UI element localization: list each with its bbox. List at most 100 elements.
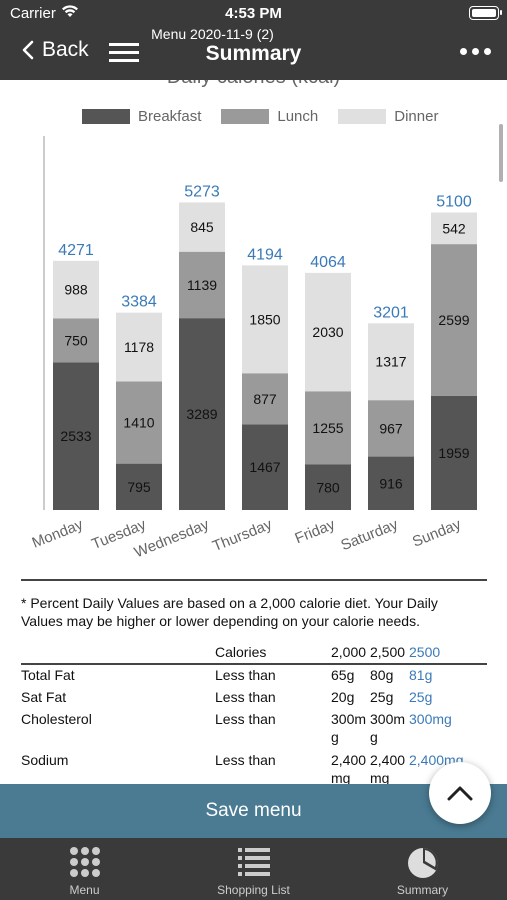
table-cell-label: Sodium [21,752,69,768]
chevron-left-icon [22,40,34,60]
bar-value-label: 2599 [438,312,469,328]
bar-value-label: 1139 [187,277,217,293]
page-title: Summary [205,42,302,65]
x-tick-label: Sunday [410,516,464,551]
navigation-bar: Back Menu 2020-11-9 (2) Summary [0,26,507,80]
bar-segment-dinner[interactable] [305,272,351,392]
bar-segment-breakfast[interactable] [53,362,99,510]
bar-segment-dinner[interactable] [179,202,225,252]
footnote: * Percent Daily Values are based on a 2,… [21,595,438,629]
save-menu-button[interactable]: Save menu [0,784,507,838]
legend-item-dinner: Dinner [338,108,438,125]
table-cell-limit: Calories [215,644,267,660]
wifi-icon [62,5,78,17]
vertical-scrollbar[interactable] [499,124,503,182]
bar-segment-breakfast[interactable] [242,424,288,510]
battery-icon [469,6,502,20]
bar-value-label: 2533 [60,428,91,444]
table-cell-v2000: 2,000 [331,644,367,660]
bar-segment-lunch[interactable] [431,244,477,396]
legend-item-breakfast: Breakfast [82,108,201,125]
table-cell-limit: Less than [215,711,276,727]
divider [21,663,487,665]
grid-icon [70,847,100,877]
bar-total-label: 4064 [310,254,346,271]
table-cell-mine: 2500 [409,644,441,660]
bar-value-label: 795 [127,479,151,495]
bar-value-label: 1410 [123,415,154,431]
table-cell-label: Total Fat [21,667,75,683]
bar-segment-lunch[interactable] [53,318,99,363]
x-tick-label: Monday [30,516,86,552]
status-time: 4:53 PM [225,5,282,22]
table-cell-v2000: 2,400 mg [331,752,367,784]
bar-segment-dinner[interactable] [116,312,162,382]
bar-value-label: 1255 [312,420,343,436]
bar-segment-breakfast[interactable] [179,318,225,510]
x-tick-label: Friday [292,516,337,548]
bar-segment-breakfast[interactable] [116,463,162,510]
bar-value-label: 1850 [249,311,280,327]
bar-segment-breakfast[interactable] [305,464,351,511]
bar-total-label: 3201 [373,304,409,321]
table-cell-v2500: 2,500 [370,644,406,660]
bar-total-label: 4271 [58,242,94,259]
table-cell-label: Sat Fat [21,689,67,705]
bar-segment-lunch[interactable] [305,391,351,465]
bar-value-label: 1959 [438,445,469,461]
table-cell-limit: Less than [215,667,276,683]
back-button[interactable]: Back [22,38,89,62]
tab-label: Summary [396,883,449,897]
table-cell-v2000: 300m g [331,711,367,745]
table-cell-mine: 25g [409,689,433,705]
bar-value-label: 1317 [375,354,406,370]
x-tick-label: Thursday [210,516,275,555]
tab-summary[interactable]: Summary [338,838,507,900]
tab-label: Shopping List [217,883,290,897]
bar-segment-lunch[interactable] [242,373,288,425]
bar-segment-lunch[interactable] [179,251,225,319]
bar-value-label: 1178 [124,339,154,355]
bar-value-label: 988 [64,282,88,298]
bar-segment-lunch[interactable] [368,400,414,457]
tab-shopping-list[interactable]: Shopping List [169,838,338,900]
tab-menu[interactable]: Menu [0,838,169,900]
summary-content[interactable]: Daily calories (kcal) Breakfast Lunch Di… [0,80,507,784]
bar-segment-lunch[interactable] [116,381,162,464]
tab-bar: Menu Shopping List Summary [0,838,507,900]
bar-total-label: 5273 [184,183,220,200]
bar-value-label: 542 [442,220,466,236]
stacked-bar-chart: 25337509884271Monday795141011783384Tuesd… [30,136,477,561]
table-cell-mine: 300mg [409,711,452,727]
bar-segment-dinner[interactable] [431,212,477,245]
scroll-to-top-button[interactable] [429,762,491,824]
divider [21,579,487,581]
legend-label: Breakfast [138,108,202,125]
pie-chart-icon [408,848,439,878]
table-cell-v2500: 300m g [370,711,406,745]
more-options-icon[interactable] [460,48,491,55]
bar-segment-dinner[interactable] [53,260,99,319]
bar-value-label: 916 [379,475,403,491]
carrier-label: Carrier [10,5,56,22]
bar-segment-dinner[interactable] [242,265,288,374]
table-cell-v2500: 2,400 mg [370,752,406,784]
bar-total-label: 5100 [436,194,472,211]
table-cell-v2000: 65g [331,667,355,683]
bar-value-label: 2030 [312,324,343,340]
nav-subtitle: Menu 2020-11-9 (2) [151,26,274,42]
table-cell-label: Cholesterol [21,711,92,727]
tab-label: Menu [69,883,100,897]
bar-segment-breakfast[interactable] [431,395,477,510]
legend-label: Dinner [394,108,439,125]
bar-segment-dinner[interactable] [368,323,414,401]
bar-segment-breakfast[interactable] [368,456,414,510]
hamburger-menu-icon[interactable] [109,43,139,63]
legend-label: Lunch [277,108,319,125]
bar-value-label: 877 [253,391,277,407]
legend-item-lunch: Lunch [221,108,318,125]
table-cell-mine: 81g [409,667,433,683]
table-cell-v2000: 20g [331,689,355,705]
bar-value-label: 845 [190,219,214,235]
table-cell-v2500: 80g [370,667,394,683]
